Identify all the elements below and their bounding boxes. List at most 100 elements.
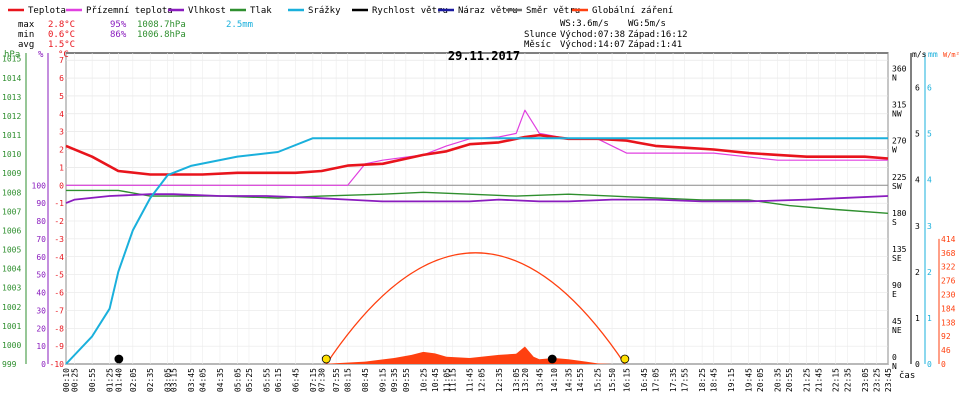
tick-label-x: 18:25 (698, 368, 707, 392)
axis-label-mm: mm (928, 50, 938, 59)
tick-label-x: 13:05 (512, 368, 521, 392)
tick-label-c: 3 (59, 128, 64, 137)
stats-min-temp: 0.6°C (48, 30, 75, 40)
tick-label-x: 16:45 (640, 368, 649, 392)
tick-label-hpa: 1001 (2, 322, 21, 331)
stats-min-hum: 86% (110, 30, 127, 40)
tick-label-ms: 6 (915, 84, 920, 93)
tick-label-mm: 5 (927, 130, 932, 139)
tick-label-pct: 40 (36, 289, 46, 298)
stats-max-press: 1008.7hPa (137, 20, 186, 30)
series-srazky (65, 137, 888, 365)
header: max 2.8°C 95% 1008.7hPa 2.5mm min 0.6°C … (4, 19, 960, 381)
tick-label-ms: 1 (915, 314, 920, 323)
tick-label-pct: 100 (32, 181, 47, 190)
tick-label-x: 20:05 (756, 368, 765, 392)
series-globalni-zareni (321, 346, 613, 364)
tick-label-ms: 2 (915, 268, 920, 277)
astro-sun-label: Slunce (524, 30, 557, 40)
axis-label-time: čas (899, 370, 915, 381)
astro-sun-set: Západ:16:12 (628, 30, 688, 40)
tick-label-x: 05:55 (262, 368, 271, 392)
tick-label-hpa: 1003 (2, 284, 21, 293)
tick-label-x: 10:25 (419, 368, 428, 392)
tick-label-x: 07:55 (332, 368, 341, 392)
tick-label-x: 19:15 (727, 368, 736, 392)
tick-label-c: 4 (59, 110, 64, 119)
tick-label-c: 1 (59, 163, 64, 172)
tick-label-x: 07:15 (309, 368, 318, 392)
astro-wg: WG:5m/s (628, 19, 666, 29)
tick-label-mm: 1 (927, 314, 932, 323)
tick-label-x: 06:15 (274, 368, 283, 392)
tick-label-hpa: 1006 (2, 226, 21, 235)
legend-label: Srážky (308, 6, 341, 16)
tick-label-x: 01:40 (114, 368, 123, 392)
tick-label-x: 09:35 (390, 368, 399, 392)
stats-avg-label: avg (18, 40, 34, 50)
tick-label-dir: 225 (892, 173, 907, 182)
tick-label-pct: 50 (36, 271, 46, 280)
tick-label-x: 02:05 (129, 368, 138, 392)
tick-label-x: 20:55 (785, 368, 794, 392)
tick-label-x: 23:05 (861, 368, 870, 392)
tick-label-hpa: 1005 (2, 246, 21, 255)
tick-label-hpa: 1008 (2, 188, 21, 197)
tick-label-ms: 4 (915, 176, 920, 185)
stats-max-temp: 2.8°C (48, 20, 75, 30)
astro-moon-label: Měsíc (524, 40, 551, 50)
tick-label-x: 22:35 (843, 368, 852, 392)
tick-label-x: 10:45 (431, 368, 440, 392)
stats-min-press: 1006.8hPa (137, 30, 186, 40)
axis-label-pct: % (38, 50, 44, 60)
tick-label-pct: 30 (36, 306, 46, 315)
legend-label: Náraz větru (458, 6, 518, 16)
tick-label-x: 08:15 (344, 368, 353, 392)
moon-marker (547, 354, 557, 364)
tick-label-dir-name: N (892, 362, 897, 371)
tick-label-x: 17:55 (681, 368, 690, 392)
sun-path (325, 252, 626, 365)
tick-label-mm: 6 (927, 84, 932, 93)
tick-label-hpa: 1013 (2, 93, 21, 102)
moon-marker (114, 354, 124, 364)
tick-label-x: 02:35 (146, 368, 155, 392)
tick-label-hpa: 1000 (2, 341, 21, 350)
tick-label-x: 00:55 (88, 368, 97, 392)
tick-label-x: 17:35 (669, 368, 678, 392)
tick-label-mm: 0 (927, 360, 932, 369)
tick-label-hpa: 1011 (2, 131, 21, 140)
tick-label-c: -8 (54, 324, 64, 333)
tick-label-dir-name: W (892, 146, 897, 155)
plot-frame (65, 52, 889, 365)
sun-marker (620, 354, 630, 364)
sun-marker (321, 354, 331, 364)
tick-label-x: 03:15 (169, 368, 178, 392)
series-layer (65, 109, 889, 365)
tick-label-x: 18:45 (710, 368, 719, 392)
tick-label-c: -5 (54, 271, 64, 280)
tick-label-hpa: 1002 (2, 303, 21, 312)
tick-label-mm: 2 (927, 268, 932, 277)
tick-label-pct: 70 (36, 235, 46, 244)
tick-label-dir: 360 (892, 65, 907, 74)
tick-label-hpa: 1009 (2, 169, 21, 178)
stats-max-label: max (18, 20, 35, 30)
tick-label-wm: 184 (941, 304, 956, 313)
tick-label-c: -10 (50, 360, 65, 369)
tick-label-wm: 368 (941, 249, 956, 258)
tick-label-c: -1 (54, 199, 64, 208)
legend-label: Tlak (250, 6, 272, 16)
tick-label-pct: 20 (36, 324, 46, 333)
tick-label-x: 12:35 (495, 368, 504, 392)
tick-label-hpa: 1004 (2, 265, 21, 274)
tick-label-x: 19:45 (745, 368, 754, 392)
tick-label-pct: 10 (36, 342, 46, 351)
tick-label-c: -7 (54, 306, 64, 315)
tick-label-x: 14:35 (564, 368, 573, 392)
tick-label-c: 2 (59, 146, 64, 155)
tick-label-x: 13:45 (535, 368, 544, 392)
tick-label-mm: 3 (927, 222, 932, 231)
